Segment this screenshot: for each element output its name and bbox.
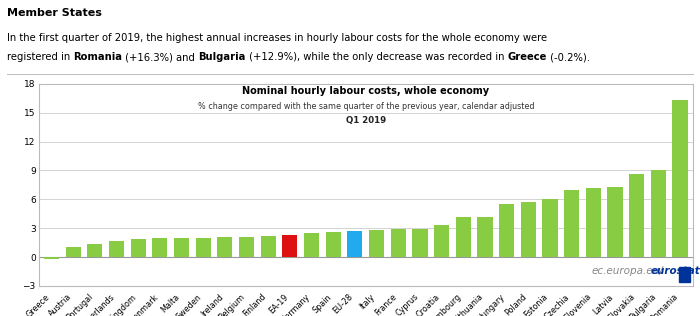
Bar xyxy=(521,202,536,257)
Bar xyxy=(434,225,449,257)
Text: ec.europa.eu/: ec.europa.eu/ xyxy=(592,266,664,276)
Text: Q1 2019: Q1 2019 xyxy=(346,116,386,125)
Text: % change compared with the same quarter of the previous year, calendar adjusted: % change compared with the same quarter … xyxy=(197,102,534,111)
Bar xyxy=(44,257,59,259)
Bar xyxy=(88,244,102,257)
Bar xyxy=(153,238,167,257)
Text: Romania: Romania xyxy=(74,52,122,62)
Bar xyxy=(651,170,666,257)
Bar xyxy=(326,232,341,257)
Bar xyxy=(282,235,298,257)
Bar xyxy=(109,241,124,257)
Text: registered in: registered in xyxy=(7,52,74,62)
Bar xyxy=(66,247,80,257)
Bar xyxy=(477,217,493,257)
Bar xyxy=(239,237,254,257)
Bar xyxy=(499,204,514,257)
Bar xyxy=(369,230,384,257)
Bar xyxy=(347,231,363,257)
Text: (-0.2%).: (-0.2%). xyxy=(547,52,589,62)
Bar xyxy=(174,238,189,257)
Bar xyxy=(391,229,406,257)
Bar xyxy=(195,238,211,257)
Text: Bulgaria: Bulgaria xyxy=(198,52,246,62)
Bar xyxy=(629,174,644,257)
Text: (+12.9%), while the only decrease was recorded in: (+12.9%), while the only decrease was re… xyxy=(246,52,508,62)
Bar xyxy=(217,237,232,257)
Bar xyxy=(542,199,557,257)
Bar xyxy=(304,233,319,257)
Text: Nominal hourly labour costs, whole economy: Nominal hourly labour costs, whole econo… xyxy=(242,86,489,96)
Bar xyxy=(131,239,146,257)
Bar xyxy=(586,188,601,257)
Bar xyxy=(564,190,579,257)
Bar xyxy=(260,236,276,257)
FancyBboxPatch shape xyxy=(678,267,690,282)
Text: Greece: Greece xyxy=(508,52,547,62)
Text: eurostat: eurostat xyxy=(651,266,700,276)
Text: In the first quarter of 2019, the highest annual increases in hourly labour cost: In the first quarter of 2019, the highes… xyxy=(7,33,547,43)
Text: Member States: Member States xyxy=(7,8,102,18)
Bar xyxy=(456,217,471,257)
Bar xyxy=(608,187,622,257)
Text: (+16.3%) and: (+16.3%) and xyxy=(122,52,198,62)
Bar xyxy=(673,100,687,257)
Bar xyxy=(412,229,428,257)
